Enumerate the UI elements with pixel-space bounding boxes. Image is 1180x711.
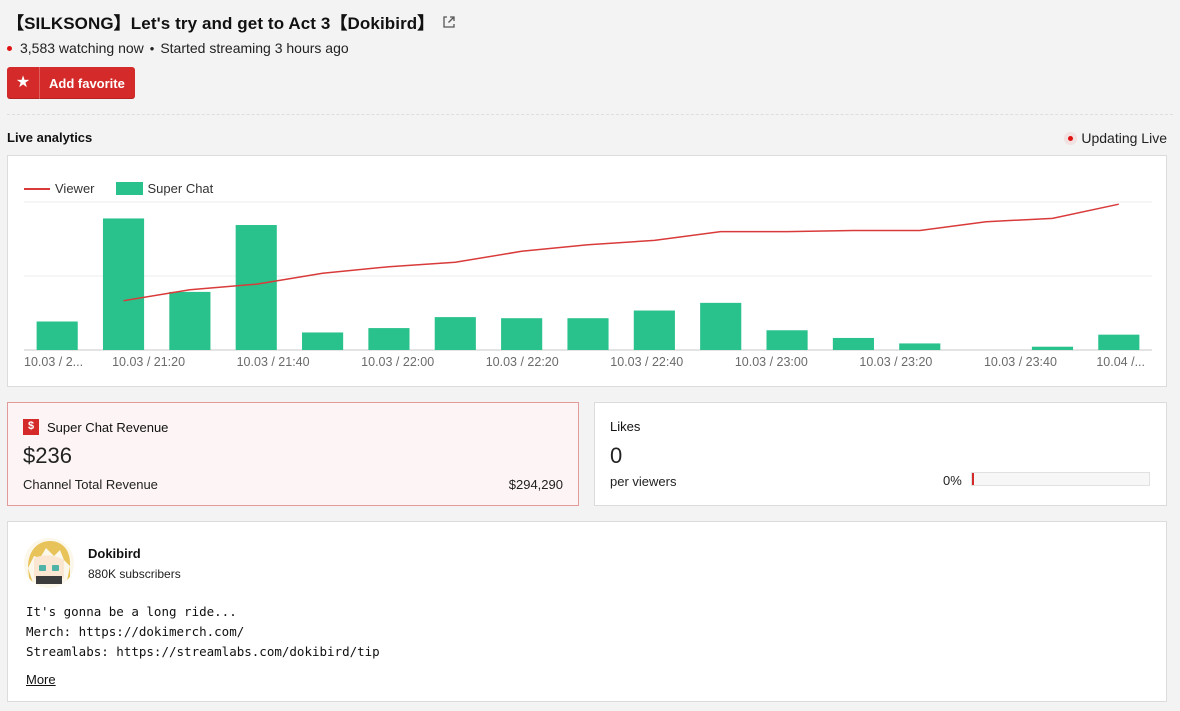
- superchat-bar: [1031, 346, 1074, 350]
- stream-status: 3,583 watching now • Started streaming 3…: [7, 40, 349, 56]
- x-tick-label: 10.03 / 2...: [24, 355, 83, 369]
- superchat-bar: [1098, 334, 1140, 350]
- superchat-bar: [36, 321, 78, 350]
- channel-avatar[interactable]: [24, 538, 74, 588]
- likes-progress-fill: [972, 473, 974, 485]
- superchat-bar: [633, 310, 675, 350]
- super-chat-amount: $236: [23, 443, 72, 468]
- likes-title: Likes: [610, 419, 641, 434]
- watching-count: 3,583 watching now: [20, 40, 144, 56]
- per-viewers-label: per viewers: [610, 474, 677, 489]
- stream-title-row: 【SILKSONG】Let's try and get to Act 3【Dok…: [7, 9, 456, 34]
- legend-superchat-label[interactable]: Super Chat: [147, 181, 214, 196]
- superchat-bar: [169, 291, 211, 350]
- x-tick-label: 10.03 / 22:40: [610, 355, 683, 369]
- more-link[interactable]: More: [26, 672, 56, 687]
- channel-name[interactable]: Dokibird: [88, 546, 141, 561]
- likes-count: 0: [610, 443, 623, 468]
- stream-title: 【SILKSONG】Let's try and get to Act 3【Dok…: [7, 14, 435, 33]
- likes-card: Likes 0 per viewers 0%: [594, 402, 1167, 506]
- likes-progress-bar: [971, 472, 1150, 486]
- x-tick-label: 10.03 / 22:20: [486, 355, 559, 369]
- x-tick-label: 10.03 / 21:20: [112, 355, 185, 369]
- analytics-title: Live analytics: [7, 130, 93, 145]
- external-link-icon[interactable]: [442, 15, 456, 29]
- superchat-bar: [235, 225, 277, 350]
- updating-indicator: Updating Live: [1068, 130, 1167, 146]
- superchat-bar: [434, 317, 476, 350]
- legend-viewer-label[interactable]: Viewer: [55, 181, 95, 196]
- avatar-image: [24, 538, 74, 588]
- likes-percent: 0%: [943, 473, 962, 488]
- superchat-bar: [501, 318, 543, 350]
- x-tick-label: 10.03 / 23:40: [984, 355, 1057, 369]
- analytics-chart: 10.03 / 2... 10.03 / 21:20 10.03 / 21:40 10…: [24, 201, 1152, 369]
- separator-dot: •: [149, 40, 155, 56]
- legend-viewer-swatch: [24, 187, 50, 190]
- superchat-bar: [368, 328, 410, 350]
- superchat-bar: [567, 318, 609, 350]
- super-chat-title: Super Chat Revenue: [47, 419, 169, 435]
- live-dot-icon: [7, 45, 12, 51]
- x-tick-label: 10.03 / 23:00: [735, 355, 808, 369]
- add-favorite-button[interactable]: ★ Add favorite: [7, 67, 135, 99]
- channel-total-label: Channel Total Revenue: [23, 477, 158, 492]
- channel-description: It's gonna be a long ride... Merch: http…: [26, 604, 380, 659]
- super-chat-card: $ Super Chat Revenue $236 Channel Total …: [7, 402, 579, 506]
- channel-card: Dokibird 880K subscribers It's gonna be …: [7, 521, 1167, 702]
- superchat-bar: [832, 337, 874, 350]
- started-time: Started streaming 3 hours ago: [160, 40, 349, 56]
- super-chat-header: $ Super Chat Revenue: [23, 419, 168, 435]
- x-tick-label: 10.04 /...: [1096, 355, 1145, 369]
- superchat-bar: [700, 302, 742, 350]
- dollar-icon: $: [23, 419, 39, 435]
- updating-label: Updating Live: [1081, 130, 1167, 146]
- superchat-bar: [302, 332, 344, 350]
- live-dot-icon: [1068, 135, 1074, 141]
- star-icon: ★: [7, 67, 40, 99]
- channel-total-value: $294,290: [508, 477, 563, 492]
- divider: [7, 114, 1173, 115]
- superchat-bar: [766, 330, 808, 350]
- x-tick-label: 10.03 / 23:20: [859, 355, 932, 369]
- x-tick-label: 10.03 / 22:00: [361, 355, 434, 369]
- analytics-chart-card: Viewer Super Chat 10.03 / 2... 10.03 / 21…: [7, 155, 1167, 387]
- x-tick-label: 10.03 / 21:40: [237, 355, 310, 369]
- chart-legend: Viewer Super Chat: [24, 181, 213, 196]
- superchat-bar: [899, 343, 941, 350]
- viewer-line: [123, 203, 1119, 302]
- add-favorite-label: Add favorite: [49, 75, 125, 91]
- channel-subscribers: 880K subscribers: [88, 567, 181, 581]
- legend-superchat-swatch: [115, 182, 143, 195]
- superchat-bar: [102, 218, 145, 350]
